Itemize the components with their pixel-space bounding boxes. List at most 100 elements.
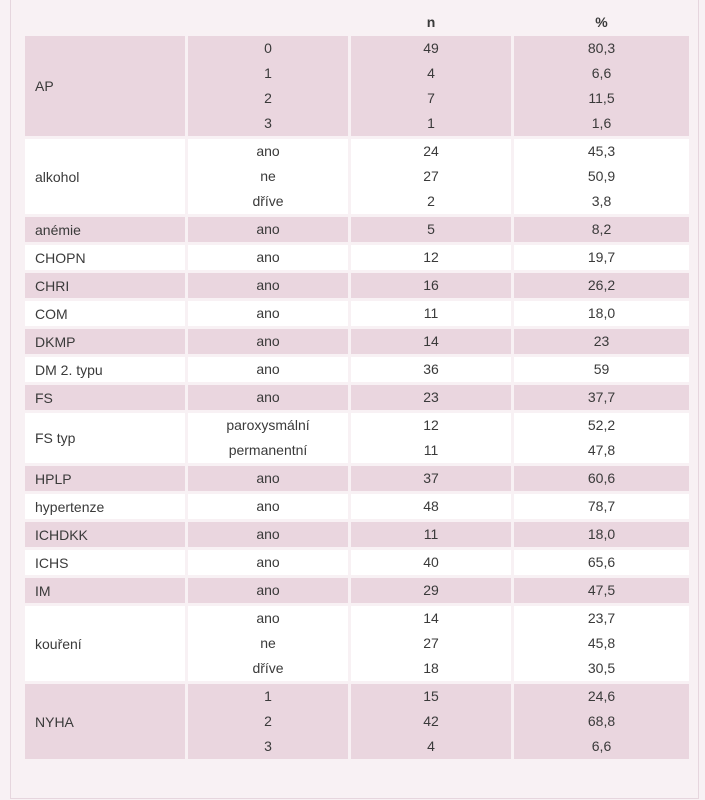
table-row: CHOPN ano 12 19,7: [25, 245, 689, 270]
count-value-cell: 11: [351, 301, 511, 326]
count-value: 14: [423, 333, 439, 349]
category-value: 3: [264, 115, 272, 131]
count-value: 4: [427, 65, 435, 81]
count-value: 7: [427, 90, 435, 106]
category-value: ano: [256, 526, 280, 542]
percent-value-cell: 19,7: [514, 245, 689, 270]
header-empty-2: [188, 11, 348, 33]
category-value-cell: ano: [188, 329, 348, 354]
category-value: 2: [264, 90, 272, 106]
percent-value: 8,2: [591, 221, 612, 237]
row-label: DM 2. typu: [25, 357, 185, 382]
header-n: n: [426, 14, 436, 30]
count-value: 14: [423, 610, 439, 626]
count-value-cell: 5: [351, 217, 511, 242]
percent-value-cell: 59: [514, 357, 689, 382]
count-value-cell: 48: [351, 494, 511, 519]
count-value: 15: [423, 688, 439, 704]
percent-value-cell: 8,2: [514, 217, 689, 242]
table-row: NYHA 1 2 3 15 42 4 24,6 68,8 6,6: [25, 684, 689, 759]
category-value-cell: ano: [188, 494, 348, 519]
row-label: hypertenze: [25, 494, 185, 519]
percent-value: 47,8: [587, 442, 616, 458]
percent-value: 80,3: [587, 40, 616, 56]
percent-value-cell: 65,6: [514, 550, 689, 575]
category-value: ano: [256, 554, 280, 570]
category-value: ne: [260, 635, 276, 651]
category-value-cell: ano: [188, 217, 348, 242]
count-value-cell: 11: [351, 522, 511, 547]
category-value: 1: [264, 688, 272, 704]
percent-value-cell: 24,6 68,8 6,6: [514, 684, 689, 759]
category-value: 2: [264, 713, 272, 729]
row-label: NYHA: [25, 684, 185, 759]
count-value-cell: 23: [351, 385, 511, 410]
percent-value: 60,6: [587, 470, 616, 486]
category-value-cell: ano: [188, 357, 348, 382]
count-value: 4: [427, 738, 435, 754]
percent-value-cell: 26,2: [514, 273, 689, 298]
category-value: ne: [260, 168, 276, 184]
row-label: ICHDKK: [25, 522, 185, 547]
category-value-cell: ano: [188, 578, 348, 603]
table-row: hypertenze ano 48 78,7: [25, 494, 689, 519]
count-value: 16: [423, 277, 439, 293]
row-label: DKMP: [25, 329, 185, 354]
category-value-cell: ano ne dříve: [188, 606, 348, 681]
count-value: 37: [423, 470, 439, 486]
count-value: 36: [423, 361, 439, 377]
percent-value: 30,5: [587, 660, 616, 676]
header-empty-1: [25, 11, 185, 33]
percent-value-cell: 60,6: [514, 466, 689, 491]
row-label: CHOPN: [25, 245, 185, 270]
category-value-cell: 0 1 2 3: [188, 36, 348, 136]
count-value: 24: [423, 143, 439, 159]
table-frame: n % AP 0 1 2 3 49 4 7 1 80,3 6,6 11,5 1,6 alkohol ano n…: [10, 0, 699, 799]
category-value-cell: ano ne dříve: [188, 139, 348, 214]
header-row: n %: [25, 11, 689, 33]
row-label: IM: [25, 578, 185, 603]
count-value-cell: 15 42 4: [351, 684, 511, 759]
table-row: ICHS ano 40 65,6: [25, 550, 689, 575]
row-label: COM: [25, 301, 185, 326]
category-value-cell: ano: [188, 273, 348, 298]
percent-value: 47,5: [587, 582, 616, 598]
percent-value: 6,6: [591, 738, 612, 754]
category-value-cell: paroxysmální permanentní: [188, 413, 348, 463]
category-value: permanentní: [228, 442, 308, 458]
data-table: n % AP 0 1 2 3 49 4 7 1 80,3 6,6 11,5 1,6 alkohol ano n…: [22, 8, 692, 762]
row-label: ICHS: [25, 550, 185, 575]
row-label: AP: [25, 36, 185, 136]
count-value-cell: 24 27 2: [351, 139, 511, 214]
category-value: ano: [256, 305, 280, 321]
percent-value: 68,8: [587, 713, 616, 729]
count-value: 2: [427, 193, 435, 209]
category-value: dříve: [252, 193, 284, 209]
count-value-cell: 14 27 18: [351, 606, 511, 681]
row-label: kouření: [25, 606, 185, 681]
percent-value: 23,7: [587, 610, 616, 626]
category-value-cell: ano: [188, 522, 348, 547]
count-value: 11: [423, 526, 439, 542]
category-value: ano: [256, 498, 280, 514]
row-label: anémie: [25, 217, 185, 242]
percent-value: 23: [593, 333, 610, 349]
count-value-cell: 12 11: [351, 413, 511, 463]
category-value: ano: [256, 582, 280, 598]
category-value: ano: [256, 249, 280, 265]
category-value: ano: [256, 277, 280, 293]
percent-value: 52,2: [587, 417, 616, 433]
percent-value-cell: 47,5: [514, 578, 689, 603]
category-value: paroxysmální: [226, 417, 310, 433]
count-value: 12: [423, 249, 439, 265]
percent-value: 1,6: [591, 115, 612, 131]
category-value: ano: [256, 389, 280, 405]
percent-value: 50,9: [587, 168, 616, 184]
count-value-cell: 16: [351, 273, 511, 298]
category-value: ano: [256, 221, 280, 237]
count-value: 18: [423, 660, 439, 676]
percent-value-cell: 45,3 50,9 3,8: [514, 139, 689, 214]
category-value-cell: ano: [188, 385, 348, 410]
category-value-cell: ano: [188, 245, 348, 270]
count-value: 40: [423, 554, 439, 570]
